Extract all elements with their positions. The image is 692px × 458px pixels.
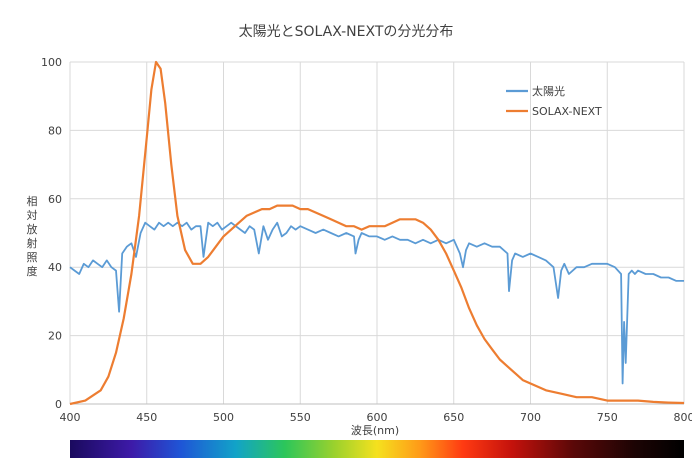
- legend-label: 太陽光: [532, 84, 565, 98]
- grid: [69, 61, 685, 405]
- y-tick-label: 20: [48, 330, 62, 343]
- x-tick-label: 500: [213, 411, 234, 424]
- chart-title: 太陽光とSOLAX-NEXTの分光分布: [239, 24, 454, 40]
- y-axis-title-char: 照: [27, 251, 38, 264]
- y-axis-title-char: 度: [27, 264, 38, 278]
- x-tick-label: 750: [597, 411, 618, 424]
- x-tick-label: 700: [520, 411, 541, 424]
- x-tick-label: 400: [60, 411, 81, 424]
- x-tick-label: 650: [443, 411, 464, 424]
- x-tick-label: 600: [367, 411, 388, 424]
- legend: 太陽光 SOLAX-NEXT: [506, 84, 602, 118]
- series-lines: [69, 60, 685, 406]
- axis-ticks: 400 450 500 550 600 650 700 750 800 0 20 40 60 80 100: [41, 56, 692, 424]
- x-axis-title: 波長(nm): [351, 424, 399, 437]
- y-tick-label: 40: [48, 261, 62, 274]
- y-axis-title-char: 放: [27, 222, 38, 236]
- y-axis-title-char: 射: [27, 236, 38, 250]
- y-tick-label: 80: [48, 124, 62, 137]
- legend-label: SOLAX-NEXT: [532, 105, 602, 118]
- series-line-sunlight: [69, 221, 684, 385]
- y-tick-label: 100: [41, 56, 62, 69]
- y-tick-label: 60: [48, 193, 62, 206]
- visible-spectrum-bar: [70, 440, 684, 458]
- x-tick-label: 450: [136, 411, 157, 424]
- series-line-solax-next: [69, 60, 685, 406]
- y-axis-title-char: 相: [27, 195, 38, 208]
- x-tick-label: 800: [674, 411, 692, 424]
- y-axis-title-char: 対: [27, 208, 38, 222]
- x-tick-label: 550: [290, 411, 311, 424]
- y-tick-label: 0: [55, 398, 62, 411]
